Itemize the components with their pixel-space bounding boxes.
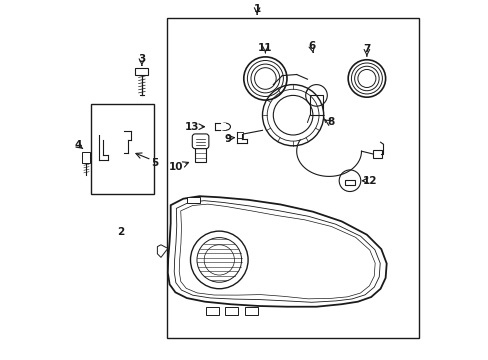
Text: 4: 4: [74, 140, 81, 150]
Text: 13: 13: [184, 122, 199, 132]
Text: 8: 8: [326, 117, 334, 127]
Text: 11: 11: [258, 42, 272, 53]
Text: 5: 5: [151, 158, 159, 168]
Bar: [244, 307, 258, 315]
Bar: [195, 146, 205, 162]
Text: 9: 9: [224, 134, 231, 144]
Text: 12: 12: [362, 176, 376, 186]
Bar: [82, 152, 90, 163]
Bar: [212, 123, 226, 130]
Bar: [135, 68, 148, 75]
Text: 6: 6: [308, 41, 315, 51]
FancyBboxPatch shape: [192, 134, 208, 149]
Text: 7: 7: [363, 44, 370, 54]
Bar: [91, 104, 154, 194]
Bar: [225, 307, 238, 315]
PathPatch shape: [167, 196, 386, 307]
Bar: [309, 95, 322, 115]
Text: 2: 2: [117, 227, 123, 237]
Bar: [167, 18, 418, 338]
Bar: [205, 307, 218, 315]
PathPatch shape: [157, 245, 167, 257]
Bar: [236, 132, 243, 138]
Text: 3: 3: [138, 54, 145, 64]
Text: 1: 1: [253, 4, 260, 14]
Bar: [373, 150, 381, 158]
Bar: [186, 197, 200, 203]
Bar: [344, 180, 355, 185]
Text: 10: 10: [168, 162, 183, 172]
